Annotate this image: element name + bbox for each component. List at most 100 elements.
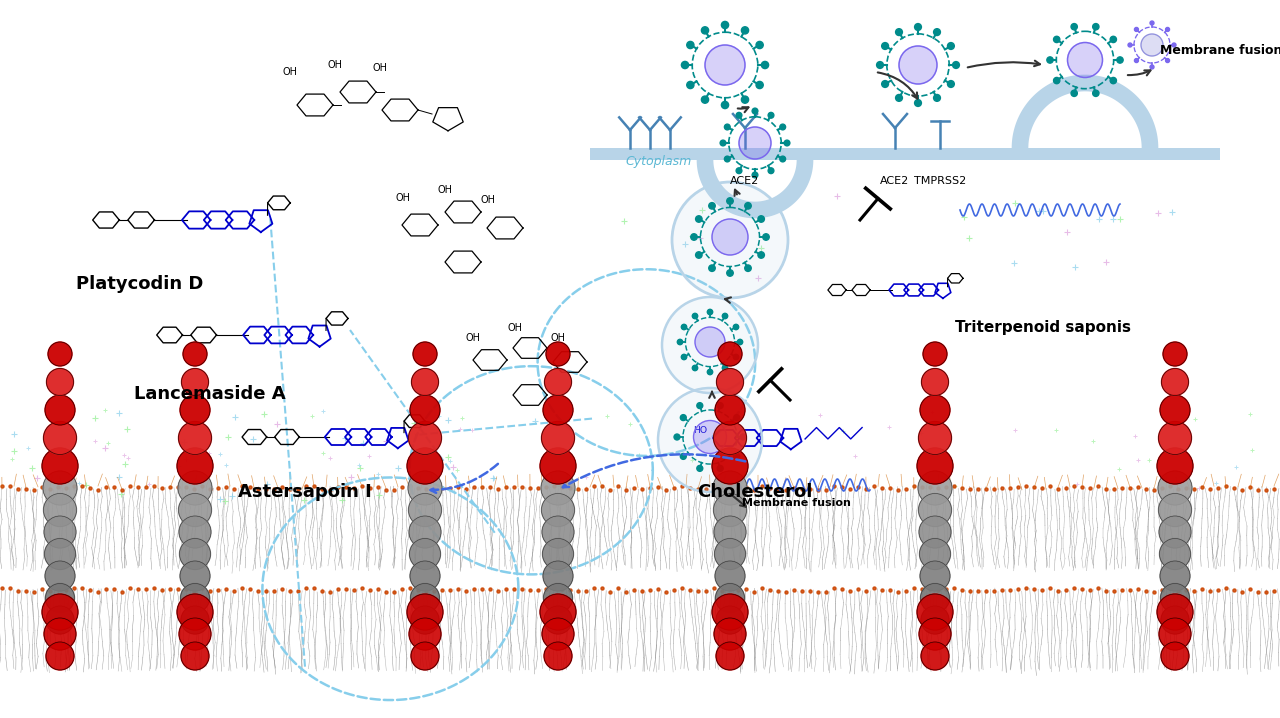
Circle shape bbox=[717, 465, 723, 471]
Text: OH: OH bbox=[372, 63, 388, 73]
Circle shape bbox=[180, 642, 209, 670]
Circle shape bbox=[722, 365, 728, 370]
Circle shape bbox=[717, 403, 723, 409]
Circle shape bbox=[696, 465, 703, 471]
Circle shape bbox=[708, 369, 713, 375]
Circle shape bbox=[540, 448, 576, 484]
Circle shape bbox=[677, 340, 682, 345]
Circle shape bbox=[177, 448, 212, 484]
Circle shape bbox=[753, 172, 758, 178]
Circle shape bbox=[1093, 24, 1100, 30]
Circle shape bbox=[721, 140, 726, 146]
Circle shape bbox=[1157, 448, 1193, 484]
Circle shape bbox=[179, 516, 211, 548]
Circle shape bbox=[1161, 642, 1189, 670]
Circle shape bbox=[541, 618, 573, 650]
Circle shape bbox=[694, 421, 727, 454]
Circle shape bbox=[543, 395, 573, 425]
FancyBboxPatch shape bbox=[590, 148, 1220, 160]
Circle shape bbox=[691, 234, 698, 241]
Circle shape bbox=[737, 340, 742, 345]
Circle shape bbox=[722, 313, 728, 319]
Circle shape bbox=[733, 414, 740, 421]
Circle shape bbox=[692, 365, 698, 370]
Circle shape bbox=[1110, 37, 1116, 42]
Circle shape bbox=[544, 606, 572, 634]
Circle shape bbox=[1158, 471, 1192, 505]
Circle shape bbox=[681, 62, 689, 69]
Circle shape bbox=[736, 168, 742, 174]
Circle shape bbox=[177, 594, 212, 630]
Circle shape bbox=[692, 313, 698, 319]
Circle shape bbox=[701, 96, 709, 103]
Circle shape bbox=[42, 594, 78, 630]
Circle shape bbox=[695, 327, 724, 357]
Circle shape bbox=[681, 325, 686, 330]
Circle shape bbox=[933, 95, 941, 101]
Circle shape bbox=[916, 448, 954, 484]
Circle shape bbox=[675, 434, 680, 440]
Circle shape bbox=[413, 342, 436, 366]
Circle shape bbox=[1053, 37, 1060, 42]
Text: Lancemaside A: Lancemaside A bbox=[134, 385, 285, 403]
Circle shape bbox=[739, 127, 771, 159]
Circle shape bbox=[46, 642, 74, 670]
Circle shape bbox=[46, 584, 74, 612]
Text: OH: OH bbox=[438, 185, 453, 195]
Circle shape bbox=[882, 42, 888, 50]
Circle shape bbox=[753, 108, 758, 114]
Circle shape bbox=[541, 493, 575, 526]
Circle shape bbox=[687, 42, 694, 49]
Circle shape bbox=[547, 342, 570, 366]
Circle shape bbox=[179, 618, 211, 650]
Circle shape bbox=[716, 584, 745, 612]
Circle shape bbox=[1071, 24, 1078, 30]
Circle shape bbox=[785, 140, 790, 146]
Circle shape bbox=[410, 561, 440, 591]
Circle shape bbox=[49, 342, 72, 366]
Circle shape bbox=[933, 29, 941, 35]
Circle shape bbox=[922, 606, 948, 634]
Circle shape bbox=[178, 493, 211, 526]
Circle shape bbox=[408, 421, 442, 454]
Circle shape bbox=[543, 538, 573, 569]
Circle shape bbox=[544, 584, 572, 612]
Circle shape bbox=[1128, 43, 1132, 47]
Circle shape bbox=[1149, 21, 1155, 25]
Circle shape bbox=[46, 368, 73, 396]
Text: OH: OH bbox=[507, 323, 522, 333]
Circle shape bbox=[180, 561, 210, 591]
Circle shape bbox=[695, 252, 701, 258]
Circle shape bbox=[1160, 561, 1190, 591]
Circle shape bbox=[768, 113, 774, 118]
Circle shape bbox=[179, 538, 210, 569]
Circle shape bbox=[923, 342, 947, 366]
Circle shape bbox=[896, 29, 902, 35]
Circle shape bbox=[45, 561, 76, 591]
Circle shape bbox=[768, 168, 774, 174]
Circle shape bbox=[724, 124, 730, 130]
Circle shape bbox=[920, 561, 950, 591]
Circle shape bbox=[741, 27, 749, 34]
Circle shape bbox=[916, 594, 954, 630]
Circle shape bbox=[745, 202, 751, 209]
Circle shape bbox=[740, 434, 746, 440]
Circle shape bbox=[411, 642, 439, 670]
Circle shape bbox=[178, 471, 212, 505]
Text: HO: HO bbox=[694, 426, 708, 435]
Circle shape bbox=[701, 27, 709, 34]
Circle shape bbox=[1047, 57, 1053, 63]
Circle shape bbox=[45, 538, 76, 569]
Circle shape bbox=[544, 368, 571, 396]
Circle shape bbox=[410, 395, 440, 425]
Circle shape bbox=[763, 234, 769, 241]
Circle shape bbox=[713, 493, 746, 526]
Text: Cytoplasm: Cytoplasm bbox=[625, 155, 691, 168]
FancyBboxPatch shape bbox=[0, 0, 1280, 409]
Circle shape bbox=[541, 516, 573, 548]
Circle shape bbox=[407, 594, 443, 630]
Circle shape bbox=[915, 24, 922, 30]
FancyBboxPatch shape bbox=[0, 408, 1280, 718]
Circle shape bbox=[183, 342, 207, 366]
Circle shape bbox=[696, 403, 703, 409]
